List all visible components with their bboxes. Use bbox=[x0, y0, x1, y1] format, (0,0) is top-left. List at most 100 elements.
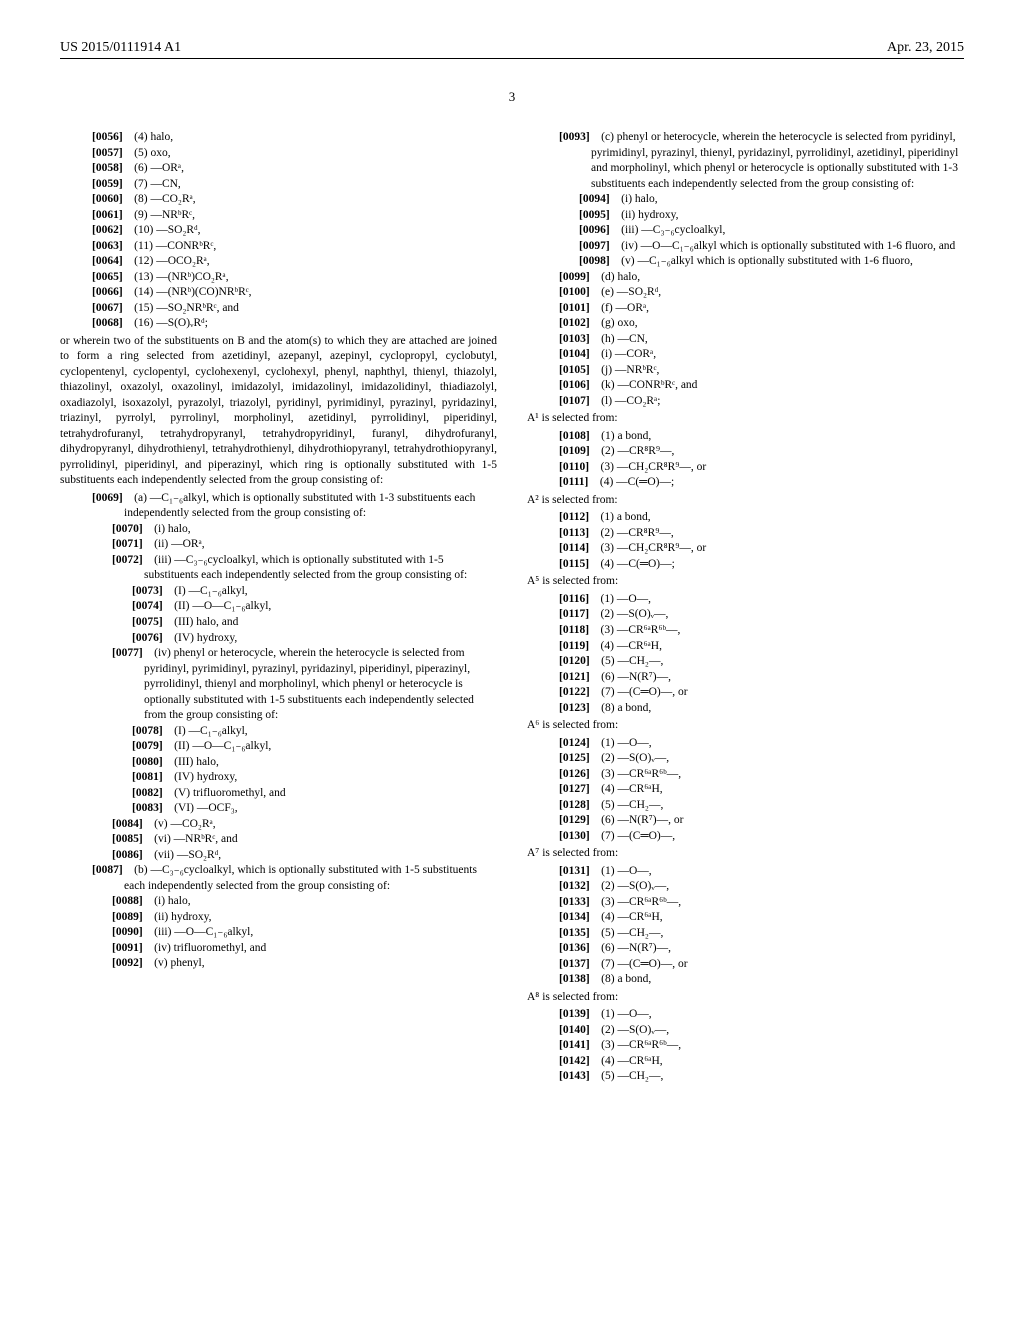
paragraph-entry: [0103] (h) —CN, bbox=[527, 332, 964, 348]
paragraph-text: (16) —S(O)ᵥRᵈ; bbox=[134, 317, 208, 329]
paragraph-entry: [0093] (c) phenyl or heterocycle, wherei… bbox=[527, 130, 964, 192]
paragraph-number: [0140] bbox=[559, 1024, 590, 1036]
paragraph-text: (1) —O—, bbox=[601, 593, 651, 605]
paragraph-number: [0088] bbox=[112, 895, 143, 907]
paragraph-number: [0099] bbox=[559, 271, 590, 283]
paragraph-text: (4) —CR⁶ᵃH, bbox=[601, 1055, 662, 1067]
paragraph-number: [0079] bbox=[132, 740, 163, 752]
paragraph-entry: [0081] (IV) hydroxy, bbox=[60, 770, 497, 786]
body-text: or wherein two of the substituents on B … bbox=[60, 334, 497, 489]
paragraph-text: (ii) hydroxy, bbox=[154, 911, 211, 923]
paragraph-entry: [0095] (ii) hydroxy, bbox=[527, 208, 964, 224]
paragraph-text: (7) —(C═O)—, or bbox=[601, 958, 687, 970]
paragraph-text: (10) —SO₂Rᵈ, bbox=[134, 224, 200, 236]
paragraph-text: (9) —NRᵇRᶜ, bbox=[134, 209, 195, 221]
paragraph-number: [0103] bbox=[559, 333, 590, 345]
paragraph-text: (vii) —SO₂Rᵈ, bbox=[154, 849, 221, 861]
paragraph-text: (3) —CR⁶ᵃR⁶ᵇ—, bbox=[601, 1039, 681, 1051]
paragraph-entry: [0104] (i) —CORᵃ, bbox=[527, 347, 964, 363]
paragraph-text: (2) —S(O)ᵥ—, bbox=[601, 608, 669, 620]
paragraph-number: [0104] bbox=[559, 348, 590, 360]
paragraph-text: (2) —S(O)ᵥ—, bbox=[601, 752, 669, 764]
paragraph-text: (6) —N(R⁷)—, or bbox=[601, 814, 683, 826]
paragraph-entry: [0114] (3) —CH₂CR⁸R⁹—, or bbox=[527, 541, 964, 557]
paragraph-number: [0136] bbox=[559, 942, 590, 954]
paragraph-entry: [0126] (3) —CR⁶ᵃR⁶ᵇ—, bbox=[527, 767, 964, 783]
paragraph-text: (iv) phenyl or heterocycle, wherein the … bbox=[144, 647, 474, 721]
paragraph-number: [0108] bbox=[559, 430, 590, 442]
paragraph-entry: [0099] (d) halo, bbox=[527, 270, 964, 286]
paragraph-text: (3) —CH₂CR⁸R⁹—, or bbox=[601, 542, 707, 554]
paragraph-text: (8) a bond, bbox=[601, 973, 651, 985]
paragraph-text: (3) —CR⁶ᵃR⁶ᵇ—, bbox=[601, 896, 681, 908]
paragraph-number: [0083] bbox=[132, 802, 163, 814]
paragraph-number: [0106] bbox=[559, 379, 590, 391]
paragraph-text: (15) —SO₂NRᵇRᶜ, and bbox=[134, 302, 239, 314]
paragraph-text: (I) —C₁₋₆alkyl, bbox=[174, 585, 248, 597]
paragraph-text: (iii) —C₃₋₆cycloalkyl, bbox=[621, 224, 725, 236]
paragraph-entry: [0136] (6) —N(R⁷)—, bbox=[527, 941, 964, 957]
paragraph-number: [0111] bbox=[559, 476, 588, 488]
paragraph-text: (1) a bond, bbox=[601, 511, 651, 523]
paragraph-number: [0116] bbox=[559, 593, 589, 605]
paragraph-text: (8) —CO₂Rᵃ, bbox=[134, 193, 195, 205]
paragraph-entry: [0068] (16) —S(O)ᵥRᵈ; bbox=[60, 316, 497, 332]
paragraph-entry: [0115] (4) —C(═O)—; bbox=[527, 557, 964, 573]
paragraph-number: [0085] bbox=[112, 833, 143, 845]
paragraph-number: [0117] bbox=[559, 608, 589, 620]
paragraph-text: (IV) hydroxy, bbox=[174, 632, 237, 644]
paragraph-number: [0141] bbox=[559, 1039, 590, 1051]
paragraph-text: (4) —CR⁶ᵃH, bbox=[601, 640, 662, 652]
paragraph-number: [0134] bbox=[559, 911, 590, 923]
paragraph-entry: [0123] (8) a bond, bbox=[527, 701, 964, 717]
paragraph-entry: [0056] (4) halo, bbox=[60, 130, 497, 146]
paragraph-entry: [0100] (e) —SO₂Rᵈ, bbox=[527, 285, 964, 301]
paragraph-number: [0126] bbox=[559, 768, 590, 780]
paragraph-text: (1) —O—, bbox=[601, 1008, 651, 1020]
paragraph-number: [0082] bbox=[132, 787, 163, 799]
paragraph-number: [0101] bbox=[559, 302, 590, 314]
paragraph-number: [0092] bbox=[112, 957, 143, 969]
paragraph-entry: [0133] (3) —CR⁶ᵃR⁶ᵇ—, bbox=[527, 895, 964, 911]
paragraph-number: [0080] bbox=[132, 756, 163, 768]
paragraph-entry: [0134] (4) —CR⁶ᵃH, bbox=[527, 910, 964, 926]
paragraph-entry: [0140] (2) —S(O)ᵥ—, bbox=[527, 1023, 964, 1039]
publication-number: US 2015/0111914 A1 bbox=[60, 40, 181, 56]
paragraph-text: (a) —C₁₋₆alkyl, which is optionally subs… bbox=[124, 492, 475, 520]
paragraph-text: (3) —CR⁶ᵃR⁶ᵇ—, bbox=[601, 624, 681, 636]
paragraph-text: (6) —N(R⁷)—, bbox=[601, 942, 671, 954]
paragraph-text: (ii) —ORᵃ, bbox=[154, 538, 204, 550]
paragraph-entry: [0057] (5) oxo, bbox=[60, 146, 497, 162]
paragraph-entry: [0119] (4) —CR⁶ᵃH, bbox=[527, 639, 964, 655]
paragraph-text: (II) —O—C₁₋₆alkyl, bbox=[174, 600, 271, 612]
paragraph-number: [0113] bbox=[559, 527, 589, 539]
paragraph-number: [0093] bbox=[559, 131, 590, 143]
paragraph-number: [0096] bbox=[579, 224, 610, 236]
paragraph-text: (14) —(NRᵇ)(CO)NRᵇRᶜ, bbox=[134, 286, 251, 298]
paragraph-entry: [0077] (iv) phenyl or heterocycle, where… bbox=[60, 646, 497, 724]
paragraph-entry: [0122] (7) —(C═O)—, or bbox=[527, 685, 964, 701]
paragraph-number: [0070] bbox=[112, 523, 143, 535]
paragraph-number: [0115] bbox=[559, 558, 589, 570]
paragraph-entry: [0139] (1) —O—, bbox=[527, 1007, 964, 1023]
paragraph-entry: [0072] (iii) —C₃₋₆cycloalkyl, which is o… bbox=[60, 553, 497, 584]
paragraph-text: (1) a bond, bbox=[601, 430, 651, 442]
paragraph-text: (III) halo, bbox=[174, 756, 219, 768]
paragraph-entry: [0078] (I) —C₁₋₆alkyl, bbox=[60, 724, 497, 740]
paragraph-text: (7) —(C═O)—, bbox=[601, 830, 675, 842]
paragraph-text: (iii) —O—C₁₋₆alkyl, bbox=[154, 926, 253, 938]
paragraph-number: [0133] bbox=[559, 896, 590, 908]
paragraph-entry: [0107] (l) —CO₂Rᵃ; bbox=[527, 394, 964, 410]
paragraph-number: [0075] bbox=[132, 616, 163, 628]
paragraph-entry: [0118] (3) —CR⁶ᵃR⁶ᵇ—, bbox=[527, 623, 964, 639]
paragraph-text: (4) halo, bbox=[134, 131, 173, 143]
body-text: A¹ is selected from: bbox=[527, 411, 964, 427]
paragraph-number: [0089] bbox=[112, 911, 143, 923]
paragraph-text: (II) —O—C₁₋₆alkyl, bbox=[174, 740, 271, 752]
paragraph-number: [0128] bbox=[559, 799, 590, 811]
paragraph-entry: [0085] (vi) —NRᵇRᶜ, and bbox=[60, 832, 497, 848]
paragraph-text: (11) —CONRᵇRᶜ, bbox=[134, 240, 216, 252]
paragraph-number: [0057] bbox=[92, 147, 123, 159]
body-text: A⁵ is selected from: bbox=[527, 574, 964, 590]
paragraph-entry: [0062] (10) —SO₂Rᵈ, bbox=[60, 223, 497, 239]
